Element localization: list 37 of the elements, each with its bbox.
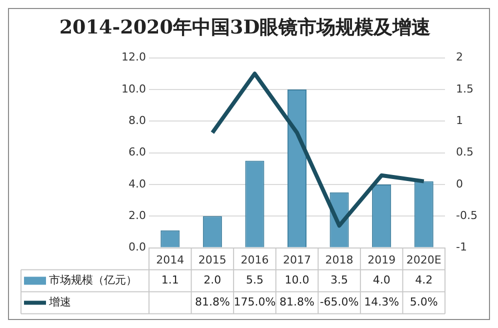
y-tick-label: 12.0 [122,50,146,64]
data-label: 5.5 [246,274,264,287]
data-label: 14.3% [364,296,400,309]
y2-tick-label: -1 [456,240,467,254]
x-tick-label: 2019 [368,253,396,266]
data-label: -65.0% [320,296,359,309]
data-label: 5.0% [410,296,438,309]
data-label: 10.0 [284,274,310,287]
y-tick-label: 6.0 [128,146,146,159]
x-tick-label: 2018 [325,253,354,266]
data-label: 3.5 [330,274,348,287]
y-tick-label: 2.0 [128,208,146,222]
y2-tick-label: 0 [456,177,463,190]
y2-tick-label: 2 [456,50,463,64]
data-label: 4.2 [415,274,433,287]
y-tick-label: 8.0 [128,114,146,127]
y2-tick-label: 1.5 [456,82,474,96]
x-tick-label: 2014 [156,253,184,266]
data-label: 175.0% [234,296,276,309]
y-tick-label: 4.0 [128,177,146,190]
y-tick-label: 10.0 [122,82,146,96]
data-label: 81.8% [194,296,230,309]
data-label: 2.0 [204,274,222,287]
data-label: 81.8% [280,296,314,309]
x-tick-label: 2017 [283,253,311,266]
y-tick-label: 0.0 [128,240,146,254]
x-tick-label: 2016 [240,253,269,266]
legend-label: 市场规模（亿元） [49,274,137,287]
y2-tick-label: -0.5 [456,208,478,222]
legend-label: 增速 [48,296,71,309]
data-label: 4.0 [372,274,390,287]
data-label: 1.1 [161,274,179,287]
y2-tick-label: 1 [456,114,463,127]
chart-title: 2014-2020年中国3D眼镜市场规模及增速 [59,16,431,38]
y2-tick-label: 0.5 [456,146,474,159]
x-tick-label: 2015 [198,253,226,266]
x-tick-label: 2020E [406,253,442,266]
